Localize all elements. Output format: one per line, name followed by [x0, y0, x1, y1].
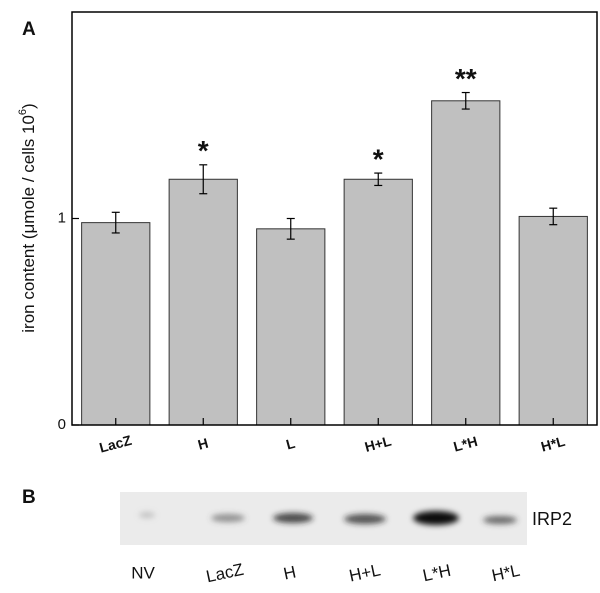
blot-bands [139, 511, 517, 525]
x-tick-label: L*H [452, 433, 479, 455]
protein-label: IRP2 [532, 509, 572, 529]
x-tick-label: L [284, 435, 297, 453]
lane-label: L*H [421, 561, 453, 585]
significance-mark: * [373, 143, 384, 174]
band [273, 513, 313, 523]
lane-label: NV [131, 563, 155, 582]
y-label-close: ) [19, 103, 38, 109]
bar [168, 178, 238, 426]
lane-label: H [282, 562, 298, 583]
error-bar [374, 172, 383, 187]
x-tick-label: H*L [539, 433, 567, 455]
error-bar [199, 164, 208, 195]
error-bar [549, 207, 558, 226]
bar [81, 222, 151, 426]
bar [256, 228, 326, 426]
lane-label: H+L [347, 560, 382, 585]
y-label-text: iron content (μmole / cells 10 [19, 115, 38, 333]
y-axis-label: iron content (μmole / cells 106) [17, 103, 39, 332]
x-tick-label: H [196, 435, 210, 453]
panel-label: A [22, 19, 36, 40]
error-bar [286, 217, 295, 240]
x-tick-label: H+L [363, 432, 393, 455]
lane-label: H*L [490, 561, 522, 585]
bar [518, 215, 588, 426]
error-bar [461, 91, 470, 110]
band [483, 516, 517, 524]
lane-labels: NV LacZ H H+L L*H H*L [131, 560, 521, 586]
band [413, 511, 459, 525]
lane-label: LacZ [204, 560, 245, 586]
error-bar [111, 211, 120, 234]
y-label-superscript: 6 [17, 109, 29, 115]
plot-frame [71, 11, 598, 426]
band [344, 514, 386, 524]
panel-label: B [22, 487, 36, 508]
significance-mark: ** [455, 63, 477, 94]
blot-membrane [120, 492, 527, 545]
significance-mark: * [198, 135, 209, 166]
bar [343, 178, 413, 426]
bar [431, 100, 501, 426]
band [139, 512, 155, 518]
band [211, 514, 245, 522]
x-tick-label: LacZ [98, 432, 134, 456]
y-tick-label: 0 [58, 416, 66, 433]
y-tick-label: 1 [58, 209, 66, 226]
plot: 0 1 LacZ * H L * H+L ** L*H H*L [58, 63, 588, 456]
